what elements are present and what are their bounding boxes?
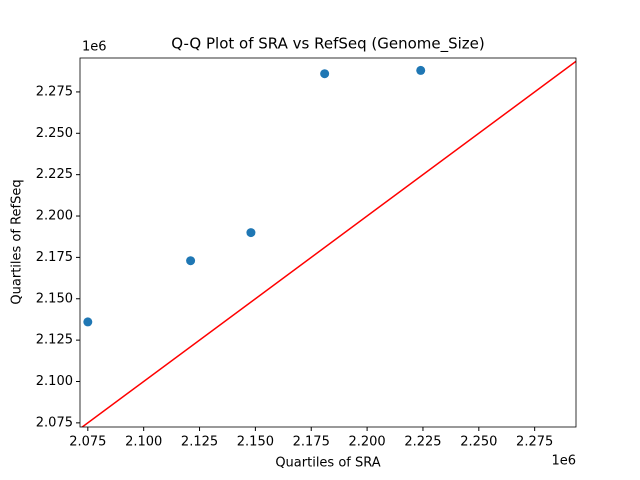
y-offset-label: 1e6 xyxy=(82,40,107,55)
point xyxy=(320,69,330,79)
y-axis-label: Quartiles of RefSeq xyxy=(10,179,25,304)
point xyxy=(416,65,426,75)
point xyxy=(83,317,93,327)
x-axis-label: Quartiles of SRA xyxy=(275,456,380,471)
y-tick-label: 2.225 xyxy=(36,167,73,182)
x-tick-label: 2.150 xyxy=(237,435,274,450)
x-offset-label: 1e6 xyxy=(551,454,576,469)
plot-area xyxy=(80,60,576,427)
y-tick-label: 2.075 xyxy=(36,415,73,430)
reference-line xyxy=(80,60,576,427)
point xyxy=(186,256,196,266)
x-tick-label: 2.275 xyxy=(516,435,553,450)
point xyxy=(246,228,256,238)
y-tick-label: 2.100 xyxy=(36,374,73,389)
plot-frame xyxy=(79,57,577,428)
x-tick-label: 2.250 xyxy=(460,435,497,450)
y-tick-label: 2.150 xyxy=(36,291,73,306)
y-tick-label: 2.175 xyxy=(36,250,73,265)
y-tick-label: 2.125 xyxy=(36,333,73,348)
x-tick-label: 2.200 xyxy=(348,435,385,450)
x-tick-label: 2.100 xyxy=(125,435,162,450)
x-tick-label: 2.225 xyxy=(404,435,441,450)
y-tick-label: 2.200 xyxy=(36,209,73,224)
x-tick-label: 2.125 xyxy=(181,435,218,450)
y-tick-label: 2.250 xyxy=(36,126,73,141)
x-tick-label: 2.175 xyxy=(293,435,330,450)
chart-title: Q-Q Plot of SRA vs RefSeq (Genome_Size) xyxy=(171,35,485,54)
y-tick-label: 2.275 xyxy=(36,84,73,99)
x-tick-label: 2.075 xyxy=(69,435,106,450)
